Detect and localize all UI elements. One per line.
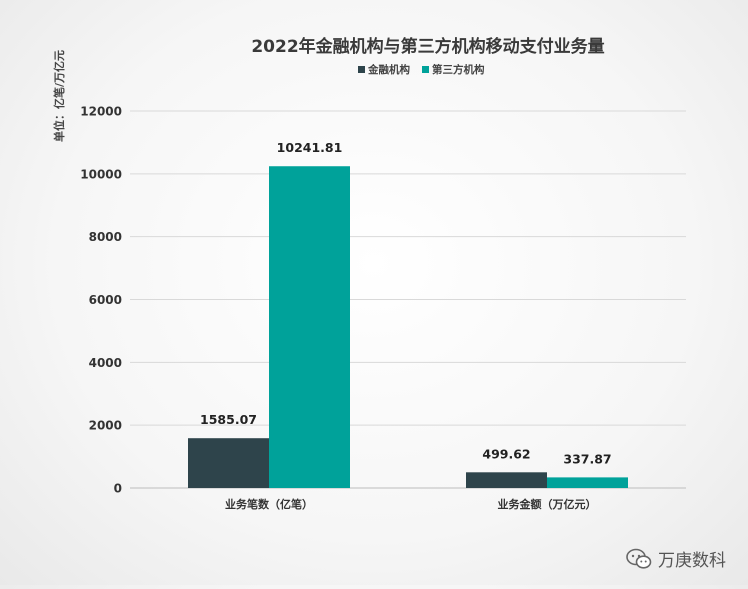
bars bbox=[188, 166, 628, 489]
data-label-0-0: 1585.07 bbox=[200, 412, 257, 427]
bar-1-0 bbox=[269, 166, 350, 489]
bar-0-1 bbox=[466, 472, 547, 488]
data-label-1-0: 10241.81 bbox=[277, 140, 343, 155]
watermark-text: 万庚数科 bbox=[658, 551, 726, 571]
legend-label-0: 金融机构 bbox=[367, 63, 410, 76]
wechat-icon bbox=[626, 548, 652, 569]
x-category-label-1: 业务金额（万亿元） bbox=[498, 497, 597, 511]
y-tick-label: 2000 bbox=[89, 419, 122, 433]
y-tick-label: 0 bbox=[114, 482, 122, 496]
y-tick-label: 12000 bbox=[80, 105, 122, 119]
legend-label-1: 第三方机构 bbox=[432, 63, 485, 76]
y-axis-label: 单位：亿笔/万亿元 bbox=[52, 50, 66, 142]
y-tick-label: 8000 bbox=[89, 230, 122, 244]
y-tick-labels: 0 2000 4000 6000 8000 10000 12000 bbox=[80, 105, 122, 496]
legend-swatch-0 bbox=[358, 66, 365, 73]
watermark: 万庚数科 bbox=[626, 546, 726, 571]
legend-swatch-1 bbox=[422, 66, 429, 73]
legend: 金融机构 第三方机构 bbox=[358, 63, 485, 76]
x-category-label-0: 业务笔数（亿笔） bbox=[225, 497, 313, 511]
data-label-0-1: 499.62 bbox=[482, 446, 530, 461]
x-category-labels: 业务笔数（亿笔） 业务金额（万亿元） bbox=[225, 497, 597, 511]
y-tick-label: 10000 bbox=[80, 167, 122, 181]
data-labels: 1585.07 10241.81 499.62 337.87 bbox=[200, 140, 612, 466]
y-tick-label: 6000 bbox=[89, 293, 122, 307]
data-label-1-1: 337.87 bbox=[563, 451, 611, 466]
bar-1-1 bbox=[547, 477, 628, 488]
gridlines bbox=[130, 110, 686, 489]
y-tick-label: 4000 bbox=[89, 356, 122, 370]
bar-0-0 bbox=[188, 438, 269, 488]
chart-title: 2022年金融机构与第三方机构移动支付业务量 bbox=[251, 36, 604, 57]
